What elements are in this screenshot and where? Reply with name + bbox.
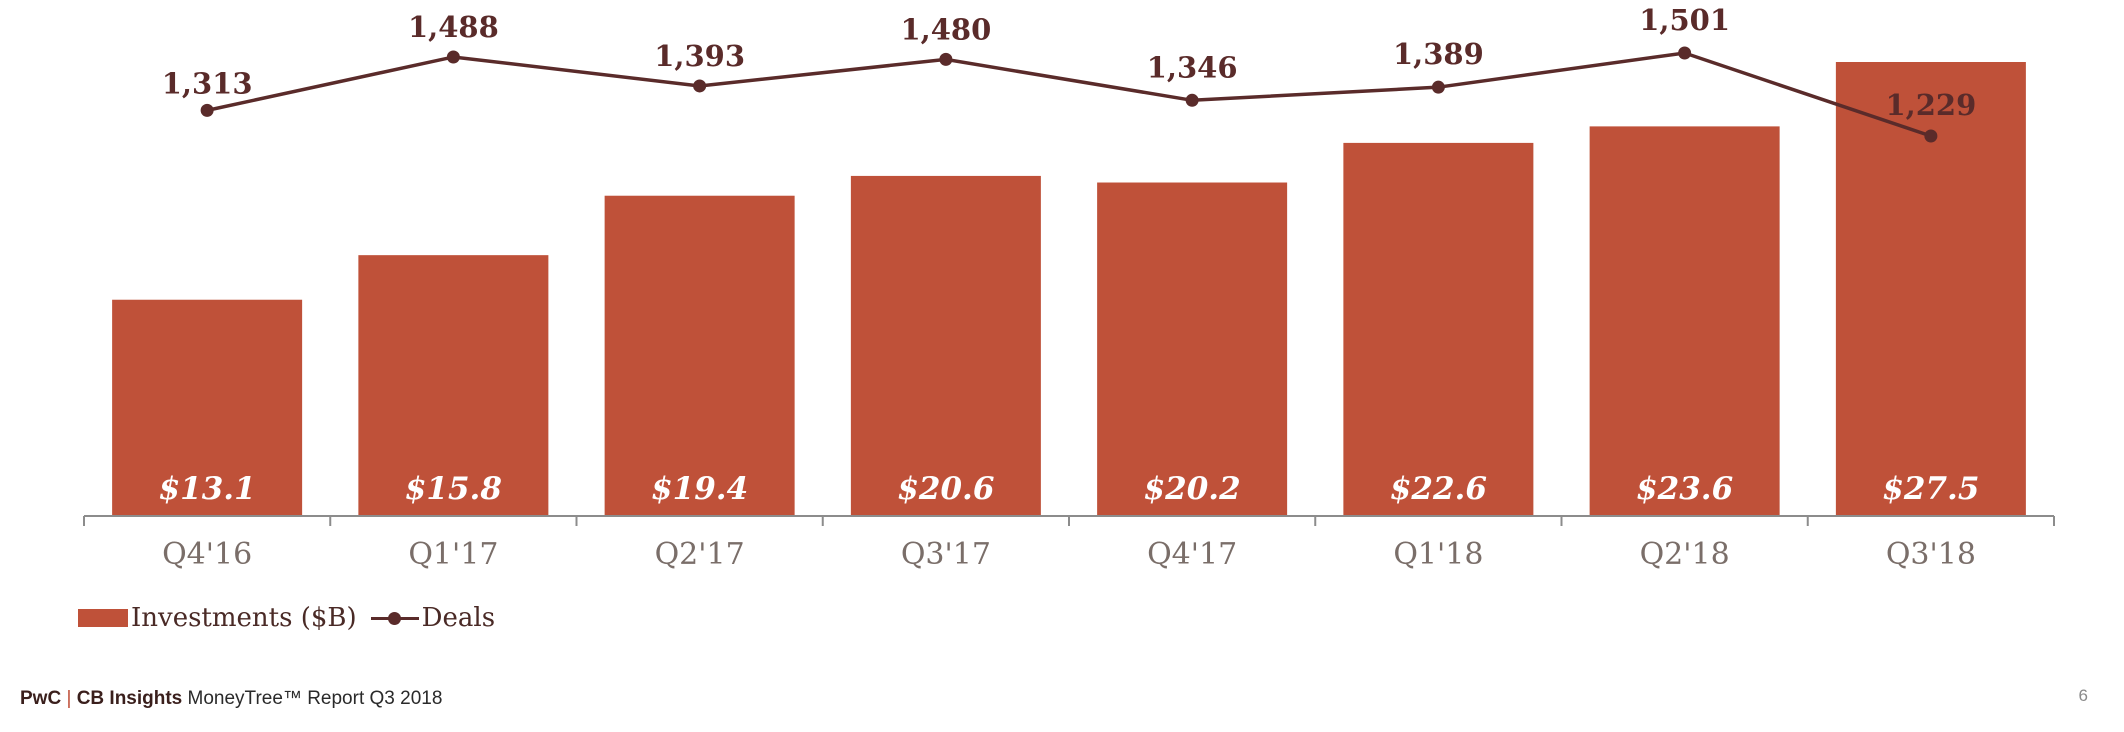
deals-point-7 [1924, 129, 1938, 143]
bar-investments-0 [112, 299, 303, 516]
deals-value-label-3: 1,480 [900, 12, 991, 46]
legend-swatch-deals [370, 609, 419, 627]
bar-value-label-2: $19.4 [651, 471, 748, 507]
footer-separator: | [66, 688, 72, 709]
bar-value-label-7: $27.5 [1882, 471, 1979, 507]
bar-value-label-3: $20.6 [897, 471, 994, 507]
page-number: 6 [2078, 686, 2088, 705]
x-tick-label-7: Q3'18 [1886, 537, 1976, 572]
x-tick-label-4: Q4'17 [1147, 537, 1237, 572]
legend-swatch-investments [78, 609, 128, 627]
x-tick-label-6: Q2'18 [1640, 537, 1730, 572]
bar-investments-2 [604, 195, 795, 516]
bar-value-label-0: $13.1 [159, 471, 256, 507]
footer-report-title: MoneyTree™ Report Q3 2018 [187, 688, 443, 709]
deals-point-5 [1431, 80, 1445, 94]
deals-point-2 [693, 79, 707, 93]
bar-investments-4 [1097, 182, 1288, 516]
legend-label-investments: Investments ($B) [131, 603, 357, 633]
deals-point-3 [939, 52, 953, 66]
x-tick-label-2: Q2'17 [655, 537, 745, 572]
legend-label-deals: Deals [421, 603, 496, 633]
bar-value-label-1: $15.8 [405, 471, 502, 507]
deals-value-label-4: 1,346 [1147, 50, 1238, 84]
bar-investments-3 [850, 175, 1041, 516]
footer-brand-cb-insights: CB Insights [76, 688, 183, 709]
bar-investments-5 [1343, 142, 1534, 517]
footer: PwC | CB Insights MoneyTree™ Report Q3 2… [20, 688, 442, 710]
x-tick-label-5: Q1'18 [1393, 537, 1483, 572]
deals-value-label-7: 1,229 [1885, 88, 1976, 122]
chart-legend: Investments ($B) Deals [78, 598, 495, 638]
deals-value-label-2: 1,393 [654, 39, 745, 73]
deals-value-label-0: 1,313 [162, 66, 253, 100]
x-tick-label-1: Q1'17 [408, 537, 498, 572]
deals-point-6 [1678, 46, 1692, 60]
bar-investments-6 [1589, 126, 1780, 517]
x-tick-label-3: Q3'17 [901, 537, 991, 572]
deals-point-1 [446, 50, 460, 64]
deals-point-0 [200, 103, 214, 117]
deals-point-4 [1185, 93, 1199, 107]
bar-value-label-5: $22.6 [1390, 471, 1487, 507]
deals-value-label-1: 1,488 [408, 10, 499, 44]
x-tick-label-0: Q4'16 [162, 537, 252, 572]
bar-investments-1 [358, 255, 549, 516]
deals-line [206, 51, 1932, 138]
bar-value-label-6: $23.6 [1636, 471, 1733, 507]
deals-value-label-6: 1,501 [1639, 3, 1730, 37]
deals-value-label-5: 1,389 [1393, 37, 1484, 71]
bar-value-label-4: $20.2 [1144, 471, 1241, 507]
footer-brand-pwc: PwC [20, 688, 62, 709]
